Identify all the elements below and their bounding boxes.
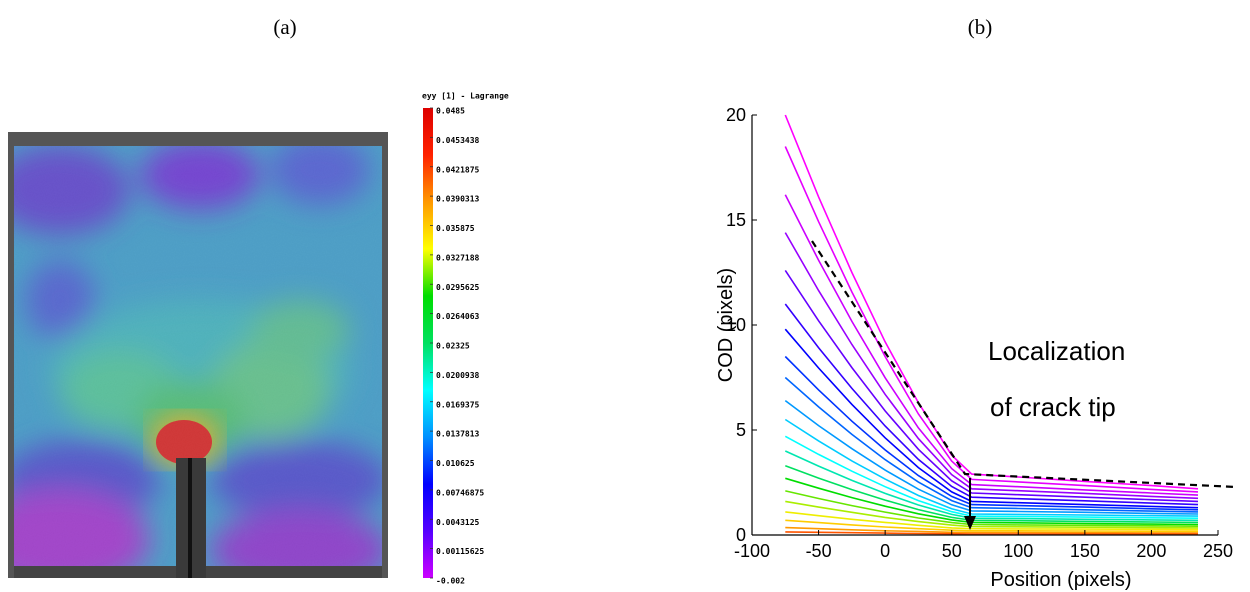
colorbar-tick-label: 0.0390313: [436, 195, 480, 204]
x-tick-label: 0: [880, 541, 890, 561]
data-line: [785, 477, 1199, 526]
data-line: [785, 511, 1199, 531]
colorbar-tick-label: 0.010625: [436, 459, 475, 468]
y-axis-label: COD (pixels): [715, 268, 737, 382]
data-line: [784, 450, 1199, 522]
data-line: [784, 194, 1199, 496]
annotation: Localization: [988, 336, 1125, 366]
data-line: [785, 490, 1199, 527]
y-tick-label: 20: [726, 105, 746, 125]
y-tick-label: 15: [726, 210, 746, 230]
x-tick-label: -50: [806, 541, 832, 561]
annotation-dashed-line: [811, 240, 1237, 489]
x-tick-label: 200: [1136, 541, 1166, 561]
data-line: [785, 500, 1199, 529]
colorbar-tick-label: 0.0264063: [436, 312, 480, 321]
data-line: [784, 376, 1199, 513]
colorbar-tick-label: 0.02325: [436, 342, 470, 351]
x-tick-label: 50: [942, 541, 962, 561]
colorbar-tick-label: 0.00746875: [436, 488, 484, 497]
data-line: [784, 114, 1199, 490]
panel-title: (b): [968, 15, 993, 39]
colorbar-tick-label: 0.0453438: [436, 136, 480, 145]
x-tick-label: 250: [1203, 541, 1233, 561]
colorbar-tick-label: 0.0137813: [436, 430, 480, 439]
colorbar-tick-label: 0.0421875: [436, 165, 480, 174]
x-tick-label: -100: [734, 541, 770, 561]
colorbar-tick-label: 0.0295625: [436, 283, 480, 292]
colorbar-tick-label: 0.0169375: [436, 400, 480, 409]
y-tick-label: 10: [726, 315, 746, 335]
colorbar-tick-label: 0.0485: [436, 107, 465, 116]
colorbar-tick-label: 0.0043125: [436, 518, 480, 527]
data-line: [784, 269, 1199, 503]
data-line: [784, 435, 1199, 519]
data-line: [784, 355, 1199, 511]
panel-title: (a): [273, 15, 296, 39]
colorbar-tick-label: 0.035875: [436, 224, 475, 233]
annotation: of crack tip: [990, 392, 1116, 422]
x-tick-label: 100: [1003, 541, 1033, 561]
data-line: [784, 328, 1199, 509]
y-tick-label: 0: [736, 525, 746, 545]
colorbar-tick-label: 0.0200938: [436, 371, 480, 380]
x-tick-label: 150: [1070, 541, 1100, 561]
colorbar: 0.0485 0.0453438 0.0421875 0.0390313 0.03587…: [423, 107, 484, 586]
x-axis-label: Position (pixels): [990, 569, 1131, 591]
strain-image: [8, 132, 388, 578]
data-line: [784, 303, 1199, 506]
colorbar-title: eyy [1] - Lagrange: [422, 92, 509, 101]
annotation-arrowhead: [964, 516, 976, 530]
colorbar-tick-label: 0.00115625: [436, 547, 484, 556]
colorbar-bar: [423, 108, 433, 578]
colorbar-tick-label: -0.002: [436, 577, 465, 586]
line-plot: 0 5 10 15 20 -100 -50 0 50 100 150 200 250: [726, 105, 1233, 561]
colorbar-tick-label: 0.0327188: [436, 253, 480, 262]
data-line: [784, 399, 1199, 515]
y-tick-label: 5: [736, 420, 746, 440]
data-line: [784, 232, 1199, 500]
data-line: [784, 146, 1199, 493]
data-line: [784, 418, 1199, 517]
data-line: [785, 464, 1199, 524]
